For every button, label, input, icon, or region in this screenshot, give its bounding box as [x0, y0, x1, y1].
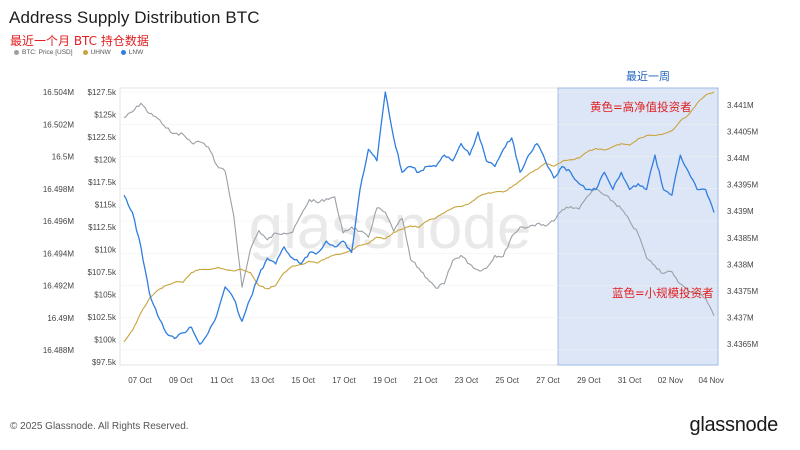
- x-tick-label: 25 Oct: [495, 376, 519, 385]
- chart-subtitle: 最近一个月 BTC 持仓数据: [10, 34, 149, 48]
- x-tick-label: 23 Oct: [455, 376, 479, 385]
- right-tick-label: 3.4385M: [727, 234, 758, 243]
- left-outer-tick-label: 16.498M: [43, 185, 74, 194]
- legend-label-lnw: LNW: [128, 49, 144, 56]
- brand-logo: glassnode: [689, 414, 779, 436]
- x-tick-label: 13 Oct: [251, 376, 275, 385]
- x-tick-label: 31 Oct: [618, 376, 642, 385]
- left-inner-tick-label: $100k: [94, 336, 117, 345]
- gridlines: [120, 91, 718, 351]
- left-outer-tick-label: 16.492M: [43, 282, 74, 291]
- left-inner-tick-label: $125k: [94, 111, 117, 120]
- legend-item-uhnw[interactable]: UHNW: [82, 49, 111, 56]
- x-tick-label: 15 Oct: [291, 376, 315, 385]
- left-inner-tick-label: $127.5k: [88, 88, 117, 97]
- left-inner-tick-label: $115k: [95, 201, 117, 210]
- left-inner-tick-label: $117.5k: [88, 178, 117, 187]
- left-outer-tick-label: 16.5M: [52, 153, 75, 162]
- x-tick-label: 09 Oct: [169, 376, 193, 385]
- x-tick-label: 27 Oct: [536, 376, 560, 385]
- x-tick-label: 02 Nov: [658, 376, 683, 385]
- x-tick-label: 19 Oct: [373, 376, 397, 385]
- series-layer: [123, 91, 715, 345]
- right-axis: 3.441M 3.4405M 3.44M 3.4395M 3.439M 3.4385M 3.…: [727, 101, 758, 349]
- left-outer-tick-label: 16.494M: [43, 249, 74, 258]
- chart-legend: BTC: Price [USD] UHNW LNW: [14, 49, 143, 56]
- legend-item-price[interactable]: BTC: Price [USD]: [14, 49, 73, 56]
- x-tick-label: 11 Oct: [210, 376, 234, 385]
- left-outer-tick-label: 16.504M: [43, 88, 74, 97]
- left-inner-tick-label: $107.5k: [88, 268, 117, 277]
- highlight-label: 最近一周: [626, 70, 670, 83]
- left-outer-tick-label: 16.502M: [43, 120, 74, 129]
- right-tick-label: 3.437M: [727, 313, 754, 322]
- right-tick-label: 3.4365M: [727, 340, 758, 349]
- left-inner-tick-label: $110k: [95, 246, 117, 255]
- legend-dot-lnw: [120, 50, 126, 55]
- watermark-text: glassnode: [249, 193, 532, 262]
- x-tick-label: 07 Oct: [128, 376, 152, 385]
- x-tick-label: 17 Oct: [332, 376, 356, 385]
- left-inner-tick-label: $105k: [94, 291, 117, 300]
- legend-item-lnw[interactable]: LNW: [120, 49, 144, 56]
- legend-label-uhnw: UHNW: [90, 49, 111, 56]
- left-inner-tick-label: $102.5k: [88, 313, 117, 322]
- x-tick-label: 21 Oct: [414, 376, 438, 385]
- left-outer-tick-label: 16.496M: [43, 217, 74, 226]
- left-inner-tick-label: $112.5k: [88, 223, 117, 232]
- annotation-lnw: 蓝色=小规模投资者: [612, 286, 714, 300]
- copyright-text: © 2025 Glassnode. All Rights Reserved.: [10, 421, 189, 432]
- right-tick-label: 3.441M: [727, 101, 754, 110]
- series-line-price: [123, 102, 715, 316]
- left-axis-outer: 16.504M 16.502M 16.5M 16.498M 16.496M 16.494M…: [43, 88, 74, 355]
- right-tick-label: 3.44M: [727, 154, 750, 163]
- right-tick-label: 3.438M: [727, 260, 754, 269]
- left-inner-tick-label: $122.5k: [88, 133, 117, 142]
- x-tick-label: 04 Nov: [699, 376, 724, 385]
- left-inner-tick-label: $97.5k: [92, 358, 117, 367]
- highlight-week: [557, 87, 719, 366]
- x-axis: 07 Oct 09 Oct 11 Oct 13 Oct 15 Oct 17 Oct 19 O…: [128, 376, 724, 385]
- left-outer-tick-label: 16.49M: [47, 314, 74, 323]
- annotation-uhnw: 黄色=高净值投资者: [590, 100, 692, 114]
- right-tick-label: 3.4375M: [727, 287, 758, 296]
- right-tick-label: 3.439M: [727, 207, 754, 216]
- right-tick-label: 3.4395M: [727, 181, 758, 190]
- left-inner-tick-label: $120k: [94, 156, 117, 165]
- series-line-lnw: [123, 91, 715, 345]
- left-outer-tick-label: 16.488M: [43, 346, 74, 355]
- left-axis-inner: $127.5k $125k $122.5k $120k $117.5k $115k $112…: [88, 88, 117, 367]
- series-line-uhnw: [123, 91, 715, 343]
- legend-dot-uhnw: [82, 50, 88, 55]
- legend-label-price: BTC: Price [USD]: [22, 49, 73, 56]
- x-tick-label: 29 Oct: [577, 376, 601, 385]
- legend-dot-price: [14, 50, 19, 55]
- chart-title: Address Supply Distribution BTC: [9, 8, 260, 27]
- right-tick-label: 3.4405M: [727, 128, 758, 137]
